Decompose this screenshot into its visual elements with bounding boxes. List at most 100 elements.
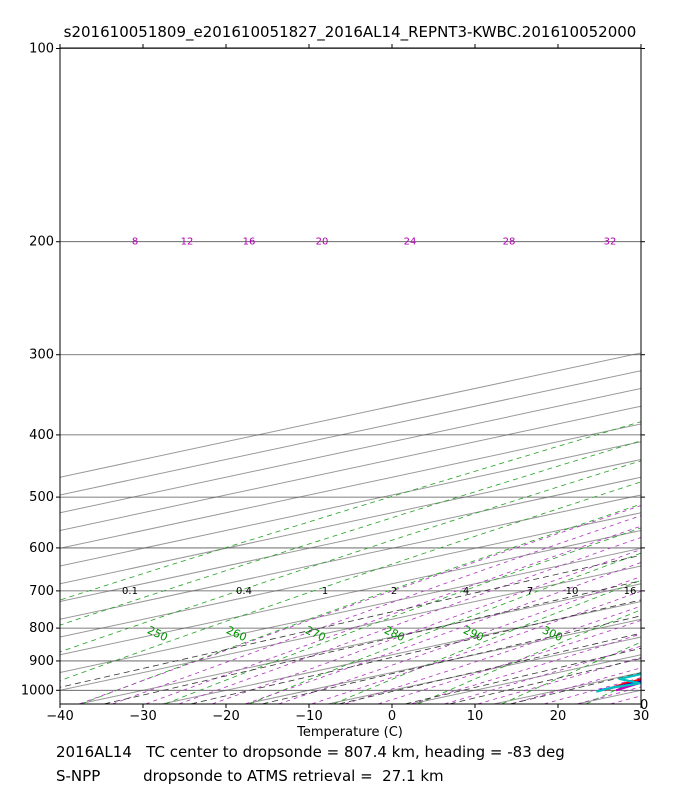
moist-adiabat [212,549,641,704]
isotherm [60,547,641,674]
isotherm [60,352,641,478]
moist-adiabat [378,620,641,704]
y-tick-label: 900 [29,654,54,669]
y-tick-label: 600 [29,541,54,556]
moist-adiabat [577,686,641,704]
profile-line-cyan [596,672,641,693]
dry-adiabat [586,677,641,704]
isotherm [60,476,641,603]
dry-adiabat [60,440,641,626]
isotherm [60,441,641,567]
moist-adiabat-label: 24 [404,237,417,248]
mixing-ratio-label: 10 [566,586,579,597]
mixing-ratio-label: 0.4 [236,586,252,597]
mixing-ratio-label: 2 [391,586,397,597]
dry-adiabat-label: 290 [461,623,486,644]
x-tick-label: 0 [388,709,396,724]
dry-adiabat [417,609,641,704]
mixing-ratio-line [104,580,641,704]
moist-adiabat [644,49,700,704]
isotherm [60,529,641,656]
y-tick-label: 1000 [21,683,54,698]
dry-adiabat [60,421,641,601]
isotherm [60,387,641,514]
isotherm [494,672,641,704]
isotherm [60,512,641,638]
isotherm [577,689,641,704]
moist-adiabat-label: 20 [316,237,329,248]
moist-adiabat-label: 16 [243,237,256,248]
isotherm [60,494,641,620]
y-tick-label: 400 [29,428,54,443]
x-tick-label: −40 [46,709,73,724]
y-tick-label: 500 [29,490,54,505]
mixing-ratio-line [449,658,641,704]
dry-adiabat [501,641,641,704]
isotherm [245,618,641,704]
moist-adiabat [477,656,641,704]
moist-adiabat [278,576,641,704]
moist-adiabat [245,562,641,704]
moist-adiabat [178,536,641,704]
isotherm [660,49,700,704]
x-tick-label: −30 [129,709,156,724]
x-tick-label: −10 [295,709,322,724]
mixing-ratio-line [60,554,641,688]
dry-adiabat [249,552,641,704]
isotherm [60,423,641,549]
moist-adiabat [79,505,641,704]
dry-adiabat-label: 300 [540,623,565,644]
dry-adiabat [333,579,641,704]
moist-adiabat [145,525,641,704]
caption-retrieval: S-NPP dropsonde to ATMS retrieval = 27.1… [56,767,444,785]
isotherm [60,565,641,691]
y-tick-label: 700 [29,584,54,599]
profile-lines [596,672,641,693]
x-tick-label: 30 [633,709,650,724]
moist-adiabat-label: 12 [181,237,194,248]
moist-adiabat [444,645,641,704]
dry-adiabat [81,503,641,704]
mixing-ratio-line [339,632,641,704]
y-tick-label: 100 [29,42,54,57]
chart-title: s201610051809_e201610051827_2016AL14_REP… [64,23,637,42]
x-tick-label: −20 [212,709,239,724]
x-tick-label: 10 [467,709,484,724]
mixing-ratio-line [262,615,641,704]
isotherm [60,370,641,496]
dry-adiabat [60,481,641,682]
dry-adiabat-label: 260 [224,623,249,644]
dry-adiabat-label: 280 [382,623,407,644]
mixing-ratio-line [191,599,641,704]
mixing-ratio-label: 16 [624,586,637,597]
y-tick-label: 800 [29,621,54,636]
mixing-ratio-label: 4 [463,586,469,597]
x-axis-label: Temperature (C) [296,725,403,740]
mixing-ratio-label: 0.1 [122,586,138,597]
corner-label: 0 [640,698,648,713]
profile-line-red [604,678,641,692]
moist-adiabat [677,49,700,704]
isotherm [60,458,641,585]
moist-adiabat [344,605,641,704]
isotherm [79,583,641,704]
isotherm [60,405,641,532]
plot-frame [59,47,642,705]
y-tick-label: 300 [29,348,54,363]
x-tick-label: 20 [550,709,567,724]
mixing-ratio-label: 1 [322,586,328,597]
caption-distance: 2016AL14 TC center to dropsonde = 807.4 … [56,743,565,761]
dry-adiabat [60,460,641,653]
dry-adiabat-label: 250 [145,623,170,644]
moist-adiabat [311,590,641,704]
profile-line-blue [599,680,641,692]
moist-adiabat-label: 32 [604,237,617,248]
background-grid [60,48,700,704]
dry-adiabat [670,49,700,704]
y-tick-label: 200 [29,235,54,250]
isotherm [162,601,641,704]
moist-adiabat-label: 8 [132,237,138,248]
moist-adiabat-label: 28 [503,237,516,248]
